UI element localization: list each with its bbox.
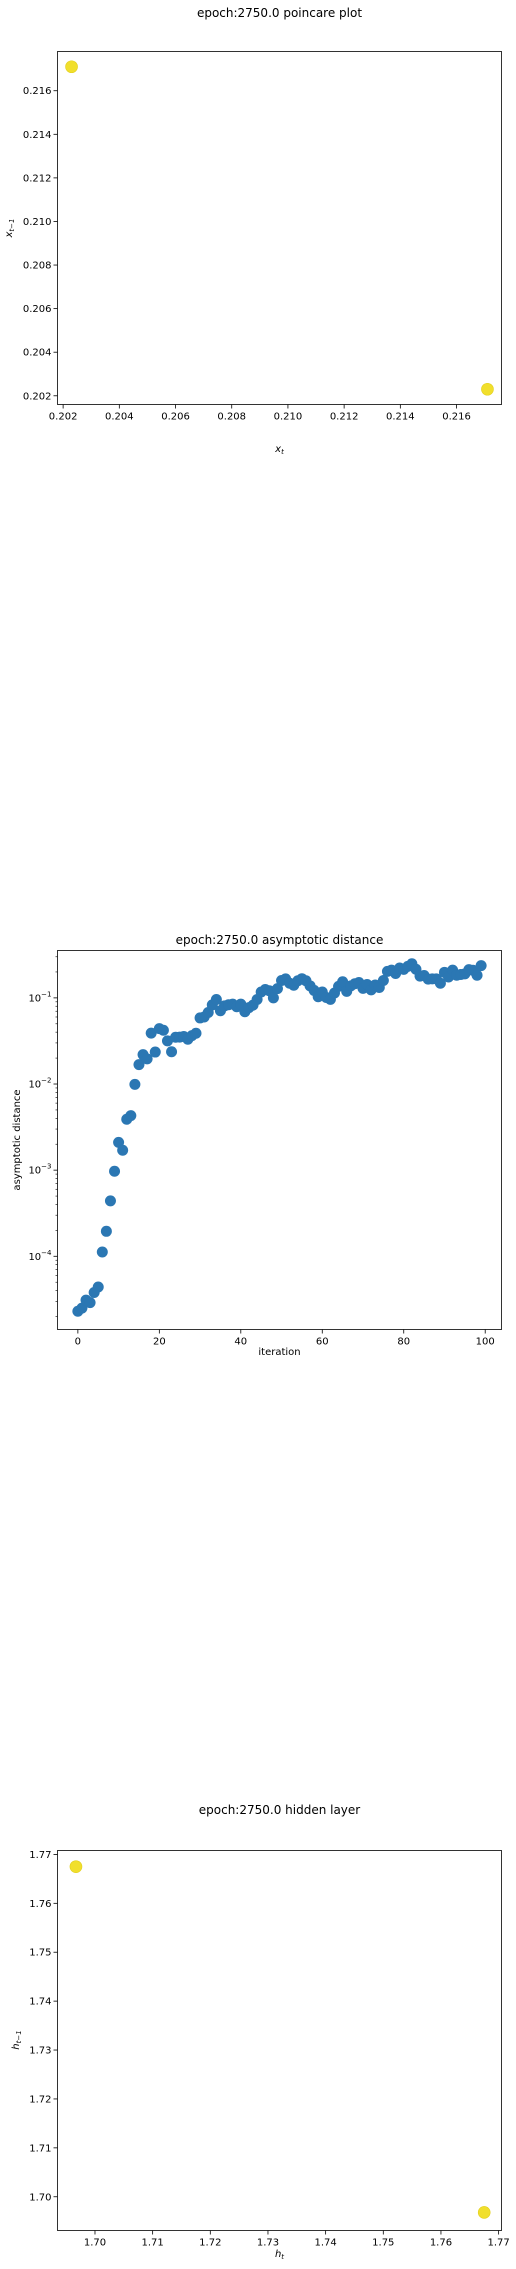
y-tick-label: 1.77	[29, 1850, 51, 1861]
x-tick-label: 1.74	[314, 2238, 336, 2249]
y-tick-label: 10−3	[28, 1163, 51, 1177]
data-point	[471, 969, 483, 981]
x-axis-label: iteration	[258, 1347, 300, 1358]
data-point	[84, 1297, 96, 1309]
data-point	[210, 993, 222, 1005]
y-axis-label: ht−1	[11, 2030, 23, 2049]
y-tick-label: 1.71	[29, 2143, 51, 2154]
y-tick-label: 0.214	[23, 130, 52, 141]
y-ticks: 10−4 10−3 10−2 10−1	[28, 990, 58, 1263]
data-point	[125, 1110, 137, 1122]
chart-title: epoch:2750.0 hidden layer	[199, 1803, 361, 1817]
x-tick-label: 0	[75, 1337, 81, 1348]
data-point	[92, 1281, 104, 1293]
y-tick-label: 1.76	[29, 1899, 51, 1910]
y-tick-label: 0.212	[23, 173, 52, 184]
data-point	[145, 1027, 157, 1039]
data-point	[104, 1195, 116, 1207]
data-point	[133, 1059, 145, 1071]
x-tick-label: 1.75	[372, 2238, 394, 2249]
plot-area-frame	[57, 1850, 502, 2231]
data-point	[96, 1246, 108, 1258]
data-point	[65, 60, 78, 74]
x-tick-label: 100	[476, 1337, 495, 1348]
x-tick-label: 40	[234, 1337, 247, 1348]
data-point	[377, 975, 389, 987]
data-point	[271, 983, 283, 995]
y-tick-label: 10−1	[28, 990, 51, 1004]
x-tick-label: 20	[153, 1337, 166, 1348]
data-point	[477, 2206, 491, 2219]
x-tick-label: 0.206	[161, 412, 190, 423]
data-points	[69, 1860, 491, 2219]
asymptotic-distance-chart: epoch:2750.0 asymptotic distance 0 20 40 60…	[12, 933, 502, 1358]
data-point	[69, 1860, 83, 1873]
chart-title: epoch:2750.0 poincare plot	[197, 6, 362, 20]
x-tick-label: 1.77	[487, 2238, 509, 2249]
y-tick-label: 1.73	[29, 2046, 51, 2057]
x-tick-label: 1.72	[199, 2238, 221, 2249]
data-point	[157, 1024, 169, 1036]
y-axis-label: xt−1	[4, 219, 16, 239]
data-point	[141, 1053, 153, 1065]
plot-area-frame	[57, 950, 502, 1330]
y-tick-label: 0.206	[23, 304, 52, 315]
x-ticks: 0 20 40 60 80 100	[75, 1329, 495, 1348]
data-point	[166, 1046, 178, 1058]
x-tick-label: 0.212	[330, 412, 359, 423]
y-tick-label: 10−4	[28, 1249, 52, 1263]
data-point	[475, 960, 487, 972]
y-tick-label: 0.204	[23, 348, 52, 359]
hidden-layer-chart: epoch:2750.0 hidden layer 1.70 1.71 1.72 1.…	[11, 1803, 510, 2261]
data-point	[190, 1027, 202, 1039]
x-tick-label: 60	[316, 1337, 329, 1348]
y-axis-label: asymptotic distance	[12, 1089, 23, 1190]
y-tick-label: 0.216	[23, 86, 52, 97]
x-axis-label: xt	[274, 444, 284, 456]
y-tick-label: 10−2	[28, 1077, 51, 1091]
x-tick-label: 0.208	[217, 412, 246, 423]
y-tick-label: 0.208	[23, 261, 52, 272]
y-ticks: 0.202 0.204 0.206 0.208 0.210 0.212 0.214 0.216	[23, 86, 58, 402]
y-minor-ticks	[55, 956, 58, 1317]
x-tick-label: 0.202	[49, 412, 78, 423]
y-tick-label: 0.210	[23, 217, 52, 228]
chart-title: epoch:2750.0 asymptotic distance	[176, 933, 384, 947]
y-tick-label: 1.74	[29, 1997, 51, 2008]
x-ticks: 0.202 0.204 0.206 0.208 0.210 0.212 0.214 0.216	[49, 404, 471, 423]
data-point	[117, 1144, 129, 1156]
data-point	[481, 382, 494, 396]
data-point	[434, 977, 446, 989]
data-point	[109, 1165, 121, 1177]
data-points	[65, 60, 494, 396]
x-tick-label: 1.70	[84, 2238, 106, 2249]
y-tick-label: 1.75	[29, 1948, 51, 1959]
x-tick-label: 1.76	[430, 2238, 452, 2249]
data-point	[149, 1046, 161, 1058]
plot-area-frame	[57, 51, 502, 405]
x-tick-label: 80	[397, 1337, 410, 1348]
x-axis-label: ht	[275, 2249, 284, 2261]
x-tick-label: 0.204	[105, 412, 134, 423]
x-tick-label: 0.216	[442, 412, 471, 423]
data-points	[72, 958, 487, 1317]
data-point	[129, 1078, 141, 1090]
x-tick-label: 1.73	[257, 2238, 279, 2249]
y-tick-label: 1.72	[29, 2094, 51, 2105]
x-tick-label: 1.71	[142, 2238, 164, 2249]
x-ticks: 1.70 1.71 1.72 1.73 1.74 1.75 1.76 1.77	[84, 2230, 510, 2249]
data-point	[267, 992, 279, 1004]
y-tick-label: 1.70	[29, 2192, 51, 2203]
y-tick-label: 0.202	[23, 391, 52, 402]
y-ticks: 1.70 1.71 1.72 1.73 1.74 1.75 1.76 1.77	[29, 1850, 58, 2203]
poincare-chart: epoch:2750.0 poincare plot 0.202 0.204 0.2…	[4, 6, 502, 456]
data-point	[100, 1225, 112, 1237]
x-tick-label: 0.210	[274, 412, 303, 423]
data-point	[337, 976, 349, 988]
x-tick-label: 0.214	[386, 412, 415, 423]
